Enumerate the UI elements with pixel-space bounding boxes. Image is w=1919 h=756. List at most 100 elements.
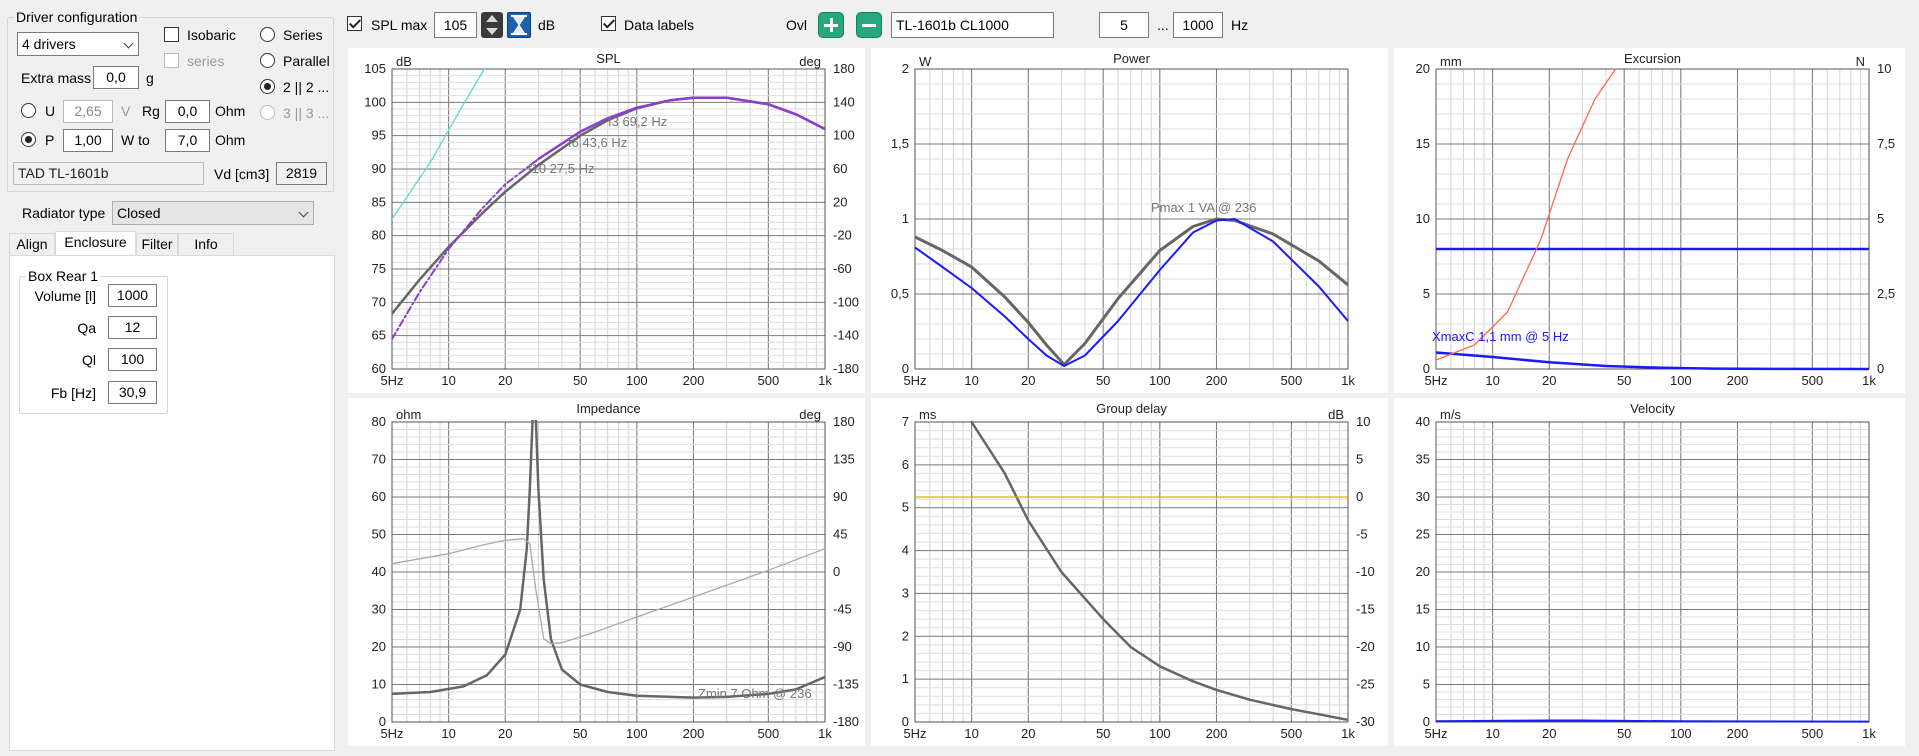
freq-from-input[interactable]: 5 (1099, 12, 1149, 38)
overlay-name-input[interactable]: TL-1601b CL1000 (891, 12, 1054, 38)
x-tick-label: 500 (1281, 373, 1303, 388)
x-tick-label: 100 (1670, 373, 1692, 388)
spl-max-input[interactable]: 105 (434, 12, 477, 38)
y2-tick-label: -30 (1356, 714, 1375, 729)
y-tick-label: 3 (902, 585, 909, 600)
volume-input[interactable]: 1000 (108, 284, 157, 307)
y2-tick-label: -20 (1356, 639, 1375, 654)
velocity-chart-panel: 5Hz 10 20 50 100 200 500 1k 0 5 10 15 20 25 30 35 40 m/s V… (1394, 398, 1905, 746)
y-tick-label: 80 (372, 228, 386, 243)
qa-input[interactable]: 12 (108, 316, 157, 339)
y-tick-label: 5 (1423, 286, 1430, 301)
y-tick-label: 90 (372, 161, 386, 176)
y2-tick-label: 5 (1877, 211, 1884, 226)
add-overlay-button[interactable] (818, 12, 844, 38)
y2-tick-label: -60 (833, 261, 852, 276)
hourglass-icon[interactable] (507, 12, 531, 38)
y-tick-label: 15 (1416, 136, 1430, 151)
excursion-chart: 5Hz 10 20 50 100 200 500 1k0510152002,557,510mm… (1416, 51, 1896, 388)
u-radio[interactable] (21, 103, 36, 118)
spl-max-stepper[interactable] (481, 12, 503, 38)
mode-33-radio[interactable] (260, 105, 275, 120)
spl-max-checkbox[interactable] (347, 16, 362, 31)
x-tick-label: 10 (1485, 726, 1499, 741)
wto-label: W to (121, 132, 150, 148)
y-tick-label: 7 (902, 414, 909, 429)
x-tick-label: 50 (1096, 373, 1110, 388)
x-tick-label: 20 (1021, 373, 1035, 388)
radiator-type-select[interactable]: Closed (112, 201, 314, 225)
series-line-0 (392, 420, 825, 699)
rg-input[interactable]: 0,0 (165, 100, 210, 123)
tab-enclosure[interactable]: Enclosure (55, 231, 136, 255)
y2-tick-label: -100 (833, 294, 859, 309)
x-tick-label: 200 (1727, 726, 1749, 741)
drivers-select-value: 4 drivers (22, 36, 76, 52)
mode-22-radio[interactable] (260, 79, 275, 94)
freq-range-dots: ... (1157, 17, 1169, 33)
wto-input[interactable]: 7,0 (165, 129, 210, 152)
plot-frame (1435, 68, 1870, 370)
drivers-select[interactable]: 4 drivers (17, 32, 139, 56)
y2-tick-label: -25 (1356, 677, 1375, 692)
y-tick-label: 0,5 (891, 286, 909, 301)
ql-label: Ql (82, 352, 96, 368)
y-tick-label: 35 (1416, 452, 1430, 467)
isobaric-label: Isobaric (187, 27, 237, 43)
y2-tick-label: 90 (833, 489, 847, 504)
y-tick-label: 40 (1416, 414, 1430, 429)
y-axis-unit-right: dB (1328, 407, 1344, 422)
y-axis-unit-right: N (1856, 54, 1865, 69)
series-line-2 (392, 158, 540, 340)
p-input[interactable]: 1,00 (63, 129, 113, 152)
x-tick-label: 50 (573, 373, 587, 388)
impedance-chart: 5Hz 10 20 50 100 200 500 1k 0 10 20 30 40 50 60 70 80 -18… (372, 401, 860, 741)
parallel-radio[interactable] (260, 53, 275, 68)
extra-mass-unit: g (146, 70, 154, 86)
extra-mass-input[interactable]: 0,0 (93, 66, 139, 89)
ql-input[interactable]: 100 (108, 348, 157, 371)
data-label: f3 69,2 Hz (608, 114, 667, 129)
fb-input[interactable]: 30,9 (108, 381, 157, 404)
remove-overlay-button[interactable] (856, 12, 882, 38)
x-tick-label: 500 (758, 726, 780, 741)
y2-tick-label: 0 (1877, 361, 1884, 376)
u-label: U (45, 103, 56, 119)
chart-title: Group delay (1096, 401, 1167, 416)
y-tick-label: 20 (1416, 564, 1430, 579)
x-tick-label: 10 (964, 726, 978, 741)
x-tick-label: 5Hz (903, 373, 926, 388)
y-tick-label: 20 (1416, 61, 1430, 76)
data-labels-checkbox[interactable] (601, 16, 616, 31)
power-chart: 5Hz 10 20 50 100 200 500 1k 0 0,5 1 1,5 2 W Power Pmax … (891, 51, 1355, 388)
data-label: Pmax 1 VA @ 236 (1151, 200, 1256, 215)
x-tick-label: 50 (1096, 726, 1110, 741)
mode-33-label: 3 || 3 ... (283, 105, 330, 121)
series-sub-checkbox[interactable] (164, 53, 179, 68)
tab-info-label: Info (194, 236, 218, 252)
chart-title: Impedance (576, 401, 640, 416)
isobaric-checkbox[interactable] (164, 27, 179, 42)
y-tick-label: 0 (902, 714, 909, 729)
driver-name-field[interactable]: TAD TL-1601b (13, 162, 204, 185)
y2-tick-label: -140 (833, 328, 859, 343)
series-line-1 (915, 218, 1348, 367)
series-radio[interactable] (260, 27, 275, 42)
y2-tick-label: 0 (833, 564, 840, 579)
tab-filter[interactable]: Filter (136, 233, 178, 255)
tab-align[interactable]: Align (9, 233, 55, 255)
x-tick-label: 10 (1485, 373, 1499, 388)
series-group (1436, 68, 1869, 371)
x-tick-label: 1k (818, 726, 832, 741)
series-label: Series (283, 27, 323, 43)
wto-unit: Ohm (215, 132, 246, 148)
y-tick-label: 10 (1416, 639, 1430, 654)
rg-unit: Ohm (215, 103, 246, 119)
p-label: P (45, 132, 55, 148)
p-radio[interactable] (21, 132, 36, 147)
tab-info[interactable]: Info (178, 233, 234, 255)
y-tick-label: 40 (372, 564, 386, 579)
y-tick-label: 30 (1416, 489, 1430, 504)
freq-to-input[interactable]: 1000 (1173, 12, 1223, 38)
u-input[interactable]: 2,65 (63, 100, 113, 123)
